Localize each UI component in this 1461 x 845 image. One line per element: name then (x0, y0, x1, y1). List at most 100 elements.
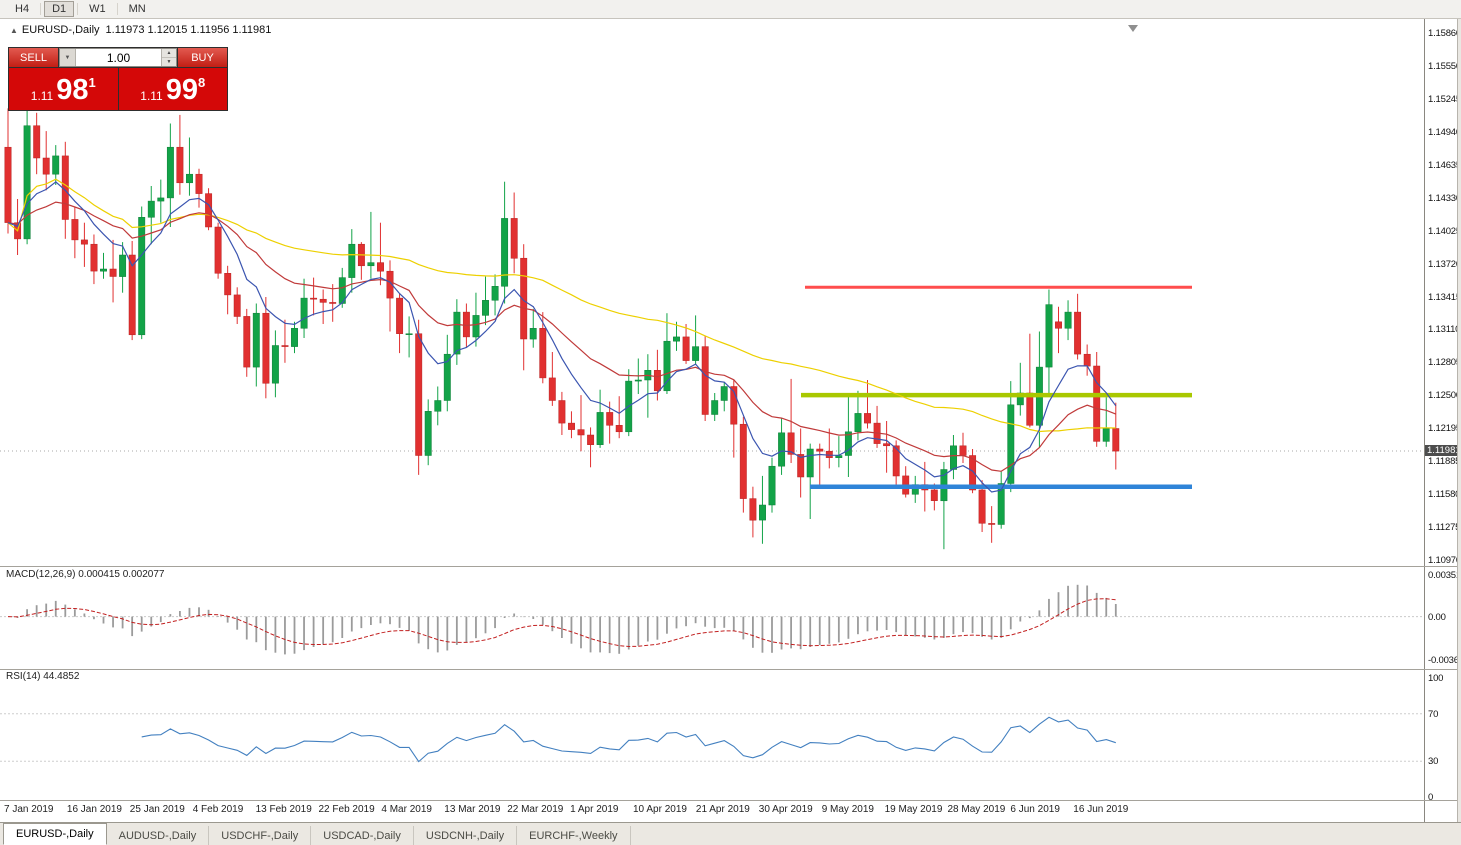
price-chart[interactable] (0, 19, 1424, 822)
volume-box: ▼ 1.00 ▲ ▼ (59, 48, 177, 67)
price-axis-label: 1.14025 (1428, 225, 1461, 237)
time-axis-separator (0, 800, 1461, 801)
time-axis-label: 7 Jan 2019 (4, 804, 54, 815)
sell-price-pipette: 1 (88, 75, 96, 90)
time-axis-label: 6 Jun 2019 (1010, 804, 1060, 815)
buy-price-bigfigure: 1.11 (140, 89, 163, 103)
timeframe-toolbar: H4 D1 W1 MN (0, 0, 1461, 19)
chart-tab-eurchf[interactable]: EURCHF-,Weekly (517, 826, 631, 845)
time-axis-label: 30 Apr 2019 (758, 804, 813, 815)
chart-tab-usdcnh[interactable]: USDCNH-,Daily (414, 826, 518, 845)
chart-shift-marker-icon[interactable] (1128, 25, 1138, 32)
window-edge (1457, 19, 1461, 822)
volume-dropdown-icon[interactable]: ▼ (60, 49, 76, 66)
rsi-axis-label: 30 (1428, 756, 1439, 768)
time-axis-label: 13 Mar 2019 (444, 804, 501, 815)
price-axis-label: 1.12500 (1428, 390, 1461, 402)
time-axis-label: 19 May 2019 (884, 804, 943, 815)
rsi-axis-label: 0 (1428, 792, 1434, 803)
time-axis-label: 4 Mar 2019 (381, 804, 432, 815)
macd-panel-splitter[interactable] (0, 566, 1461, 567)
time-axis[interactable]: 7 Jan 2019 16 Jan 2019 25 Jan 2019 4 Feb 20… (0, 800, 1424, 822)
time-axis-label: 22 Feb 2019 (318, 804, 375, 815)
time-axis-label: 16 Jun 2019 (1073, 804, 1129, 815)
timeframe-button-w1[interactable]: W1 (89, 3, 106, 15)
moving-average-55 (7, 178, 1116, 433)
buy-price-tile[interactable]: 1.11 99 8 (118, 68, 227, 110)
toolbar-separator (116, 3, 118, 15)
one-click-trade-panel: SELL ▼ 1.00 ▲ ▼ BUY 1.11 98 1 1.11 99 8 (8, 47, 228, 111)
sell-price-bigfigure: 1.11 (30, 89, 54, 103)
volume-down-icon[interactable]: ▼ (162, 58, 176, 66)
sell-price-pips: 98 (56, 74, 89, 106)
price-axis-label: 1.12195 (1428, 423, 1461, 435)
macd-axis-label: -0.00367 (1428, 655, 1461, 666)
sell-button[interactable]: SELL (9, 48, 58, 67)
price-axis-label: 1.10970 (1428, 555, 1461, 566)
macd-label: MACD(12,26,9) 0.000415 0.002077 (6, 569, 165, 580)
price-axis-label: 1.14635 (1428, 159, 1461, 171)
chart-tab-bar: EURUSD-,Daily AUDUSD-,Daily USDCHF-,Daily U… (0, 822, 1461, 845)
price-axis-label: 1.12805 (1428, 357, 1461, 369)
price-axis-label: 1.15550 (1428, 60, 1461, 72)
time-axis-label: 1 Apr 2019 (570, 804, 619, 815)
toolbar-separator (40, 3, 42, 15)
chart-tab-usdchf[interactable]: USDCHF-,Daily (209, 826, 312, 845)
chart-tab-usdcad[interactable]: USDCAD-,Daily (311, 826, 414, 845)
time-axis-label: 25 Jan 2019 (129, 804, 185, 815)
price-axis-label: 1.15860 (1428, 28, 1461, 39)
price-axis-label: 1.13720 (1428, 258, 1461, 270)
sell-price-tile[interactable]: 1.11 98 1 (9, 68, 118, 110)
macd-axis-label: 0.003518 (1428, 570, 1461, 581)
candles (4, 108, 1120, 550)
rsi-label: RSI(14) 44.4852 (6, 671, 80, 682)
rsi-axis-label: 70 (1428, 708, 1439, 720)
macd-panel (0, 584, 1424, 655)
time-axis-label: 9 May 2019 (821, 804, 874, 815)
buy-price-pipette: 8 (198, 75, 206, 90)
one-click-collapse-icon[interactable]: ▲ (10, 26, 18, 35)
time-axis-label: 13 Feb 2019 (255, 804, 312, 815)
volume-spinner: ▲ ▼ (161, 49, 176, 66)
ohlc-values: 1.11973 1.12015 1.11956 1.11981 (105, 24, 272, 36)
price-axis-label: 1.11580 (1428, 489, 1461, 501)
price-axis-label: 1.13415 (1428, 291, 1461, 303)
rsi-panel-splitter[interactable] (0, 669, 1461, 670)
macd-axis-label: 0.00 (1428, 611, 1446, 623)
rsi-axis-label: 100 (1428, 673, 1444, 684)
candlestick-svg[interactable] (0, 19, 1424, 822)
moving-average-21 (7, 201, 1117, 472)
price-axis-label: 1.11885 (1428, 456, 1461, 468)
price-axis-label: 1.15245 (1428, 93, 1461, 105)
chart-tab-eurusd[interactable]: EURUSD-,Daily (3, 823, 107, 845)
bid-price-tag: 1.11981 (1425, 445, 1461, 457)
rsi-panel (0, 713, 1424, 763)
price-axis-label: 1.13110 (1428, 324, 1461, 336)
time-axis-label: 4 Feb 2019 (192, 804, 244, 815)
price-axis-label: 1.11275 (1428, 522, 1461, 534)
price-axis[interactable]: 1.11981 1.15860 1.15550 1.15245 1.14940 1.14… (1424, 19, 1461, 822)
chart-window[interactable]: ▲ EURUSD-,Daily 1.11973 1.12015 1.11956 1.… (0, 19, 1461, 822)
macd-signal-line (7, 598, 1116, 648)
timeframe-button-d1[interactable]: D1 (44, 1, 75, 17)
price-axis-label: 1.14330 (1428, 192, 1461, 204)
ohlc-info-line: ▲ EURUSD-,Daily 1.11973 1.12015 1.11956 1.… (10, 24, 271, 36)
time-axis-label: 10 Apr 2019 (633, 804, 687, 815)
chart-title: EURUSD-,Daily (21, 24, 100, 36)
time-axis-label: 22 Mar 2019 (507, 804, 564, 815)
buy-button[interactable]: BUY (178, 48, 227, 67)
time-axis-label: 28 May 2019 (947, 804, 1006, 815)
timeframe-button-h4[interactable]: H4 (15, 3, 30, 15)
buy-price-pips: 99 (165, 74, 198, 106)
volume-input[interactable]: 1.00 (106, 50, 131, 65)
time-axis-label: 16 Jan 2019 (66, 804, 122, 815)
chart-tab-audusd[interactable]: AUDUSD-,Daily (107, 826, 210, 845)
time-axis-label: 21 Apr 2019 (695, 804, 750, 815)
price-axis-label: 1.14940 (1428, 126, 1461, 138)
rsi-line (141, 716, 1116, 763)
volume-up-icon[interactable]: ▲ (162, 49, 176, 58)
moving-average-8 (7, 181, 1117, 493)
toolbar-separator (77, 3, 79, 15)
timeframe-button-mn[interactable]: MN (128, 3, 146, 15)
